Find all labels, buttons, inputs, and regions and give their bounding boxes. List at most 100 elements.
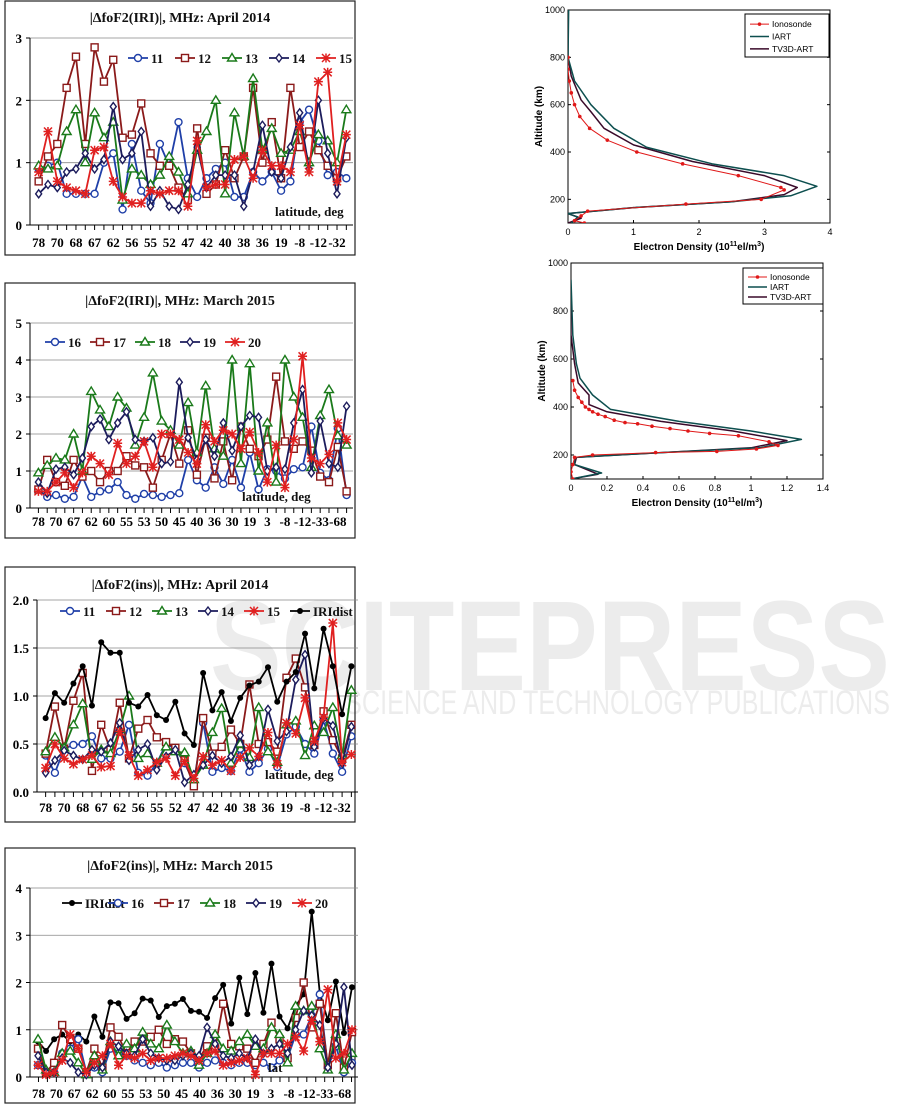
- legend-marker: [95, 337, 105, 347]
- data-point-Ionosonde: [576, 395, 580, 400]
- x-tick-label: 50: [155, 514, 168, 529]
- data-point-15: [313, 77, 323, 87]
- legend: 11 12 13 14 15: [128, 51, 353, 66]
- data-point-12: [189, 782, 199, 791]
- data-point-18: [155, 415, 168, 425]
- data-point-14: [137, 126, 146, 137]
- data-point-IRIdist: [196, 1008, 203, 1015]
- data-point-Ionosonde: [572, 455, 577, 460]
- data-point-15: [133, 771, 143, 781]
- data-point-19: [96, 414, 104, 425]
- data-point-20: [280, 483, 290, 493]
- data-point-18: [338, 1064, 350, 1074]
- data-point-18: [252, 465, 265, 475]
- data-point-19: [283, 1048, 292, 1059]
- data-point-19: [184, 432, 192, 443]
- data-point-IRIdist: [348, 663, 355, 670]
- data-point-17: [114, 1032, 123, 1042]
- data-point-20: [209, 436, 220, 446]
- legend-marker: [226, 52, 238, 62]
- data-point-18: [103, 420, 115, 431]
- data-point-14: [239, 201, 248, 212]
- data-point-14: [183, 179, 192, 190]
- y-tick-label: 600: [553, 354, 568, 364]
- x-tick-label: -12: [294, 514, 311, 529]
- data-point-12: [50, 702, 60, 711]
- data-point-IRIdist: [98, 639, 105, 646]
- legend-label: 14: [221, 604, 235, 619]
- data-point-14: [109, 101, 118, 112]
- y-tick-label: 0: [16, 218, 23, 233]
- x-tick-label: 60: [102, 514, 115, 529]
- data-point-19: [34, 476, 43, 488]
- data-point-18: [346, 1047, 358, 1058]
- legend-item-12: 12: [106, 604, 142, 619]
- x-tick-label: 40: [219, 235, 232, 250]
- data-point-19: [74, 1067, 83, 1078]
- chart-title: |ΔfoF2(IRI)|, MHz: April 2014: [90, 11, 271, 26]
- y-axis-label: Altitude (km): [534, 86, 545, 147]
- y-axis-label: Altitude (km): [537, 340, 548, 401]
- legend-item-11: 11: [60, 604, 95, 619]
- data-point-15: [78, 754, 88, 764]
- data-point-16: [74, 1034, 83, 1044]
- y-tick-label: 1: [16, 464, 23, 479]
- legend-item-IART: IART: [750, 32, 791, 42]
- x-tick-label: 45: [175, 1086, 189, 1101]
- data-point-13: [327, 701, 339, 712]
- x-tick-label: -33: [312, 514, 330, 529]
- data-point-17: [280, 437, 290, 446]
- data-point-20: [307, 1015, 317, 1025]
- x-axis-label-prefix: Electron Density (10: [632, 498, 729, 509]
- data-point-20: [315, 459, 325, 469]
- data-point-14: [44, 179, 52, 190]
- data-point-15: [68, 759, 78, 769]
- data-point-15: [143, 765, 153, 775]
- data-point-IRIdist: [123, 1015, 130, 1022]
- x-tick-label: 47: [187, 800, 201, 815]
- legend-label: Ionosonde: [770, 272, 810, 282]
- data-point-14: [62, 166, 71, 178]
- data-point-13: [88, 106, 101, 117]
- series-line-13: [44, 690, 353, 781]
- data-point-IRIdist: [274, 698, 281, 705]
- x-tick-label: 70: [50, 1086, 63, 1101]
- data-point-13: [275, 147, 287, 158]
- data-point-20: [130, 451, 140, 461]
- x-tick-label: 19: [243, 514, 257, 529]
- legend-item-20: 20: [225, 335, 261, 350]
- x-tick-label: 38: [243, 800, 257, 815]
- x-tick-label: 3: [264, 514, 271, 529]
- x-tick-label: 47: [181, 235, 195, 250]
- series-IART: [571, 279, 803, 479]
- data-point-14: [143, 738, 152, 750]
- data-point-15: [105, 761, 116, 771]
- data-point-Ionosonde: [736, 434, 741, 438]
- data-point-18: [85, 385, 97, 396]
- data-point-20: [242, 1053, 252, 1063]
- data-point-11: [115, 747, 124, 756]
- data-point-13: [39, 745, 52, 756]
- data-point-16: [298, 463, 307, 472]
- data-point-16: [219, 479, 228, 489]
- data-point-Ionosonde: [571, 477, 575, 479]
- data-point-12: [99, 77, 109, 86]
- data-point-15: [281, 718, 292, 728]
- legend-marker: [65, 606, 75, 616]
- data-point-20: [165, 429, 176, 439]
- legend-item-IRIdist: IRIdist: [62, 896, 125, 911]
- legend-marker: [204, 605, 212, 617]
- data-point-19: [114, 1041, 123, 1052]
- chart-frame: [4, 282, 356, 539]
- data-point-15: [323, 67, 333, 77]
- data-point-11: [337, 767, 347, 777]
- data-point-20: [234, 1055, 244, 1065]
- data-point-Ionosonde: [585, 209, 590, 213]
- data-point-14: [227, 751, 235, 762]
- data-point-IRIdist: [115, 1000, 122, 1007]
- data-point-18: [340, 439, 353, 449]
- x-axis-label: Electron Density (1011el/m3): [632, 497, 763, 509]
- data-point-12: [71, 52, 81, 61]
- data-point-13: [178, 746, 191, 757]
- plot-area: [568, 10, 818, 223]
